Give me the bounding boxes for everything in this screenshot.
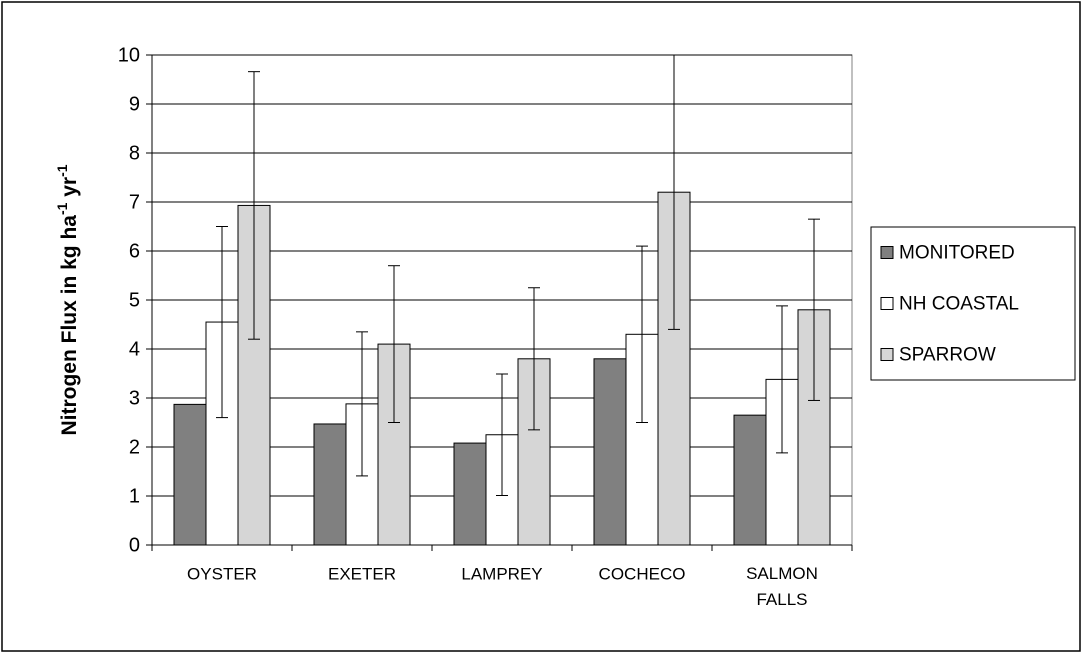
- legend-swatch: [880, 348, 894, 361]
- y-label-part: Nitrogen Flux in kg ha: [58, 215, 81, 436]
- error-bar: [356, 331, 368, 477]
- y-label-sup: -1: [54, 202, 70, 215]
- y-tick-label: 1: [129, 485, 140, 507]
- legend-swatch: [880, 246, 894, 259]
- y-axis-label: Nitrogen Flux in kg ha-1 yr-1: [54, 164, 80, 435]
- legend-label: SPARROW: [899, 345, 996, 366]
- bar: [453, 442, 487, 546]
- legend-label: NH COASTAL: [899, 294, 1019, 315]
- bar: [593, 358, 627, 546]
- y-tick-label: 2: [129, 436, 140, 458]
- x-tick-label: OYSTER: [187, 564, 257, 583]
- error-bar: [528, 287, 540, 431]
- error-bar: [248, 71, 260, 340]
- y-tick-label: 3: [129, 387, 140, 409]
- bar: [173, 403, 207, 546]
- y-tick-label: 7: [129, 191, 140, 213]
- legend-box: [870, 226, 1076, 381]
- x-tick-label: EXETER: [328, 564, 396, 583]
- y-tick-label: 0: [129, 534, 140, 556]
- y-tick-label: 8: [129, 142, 140, 164]
- error-bar: [636, 245, 648, 423]
- y-tick-label: 10: [118, 44, 140, 66]
- y-label-part: yr: [58, 177, 81, 203]
- error-bar: [668, 54, 680, 330]
- y-tick-label: 5: [129, 289, 140, 311]
- error-bar: [496, 373, 508, 497]
- x-tick-label: COCHECO: [599, 564, 686, 583]
- error-bar: [216, 226, 228, 419]
- y-tick-label: 6: [129, 240, 140, 262]
- legend-swatch: [880, 297, 894, 310]
- bar: [733, 414, 767, 546]
- error-bar: [808, 218, 820, 401]
- y-tick-label: 4: [129, 338, 140, 360]
- y-tick-label: 9: [129, 93, 140, 115]
- error-bar: [388, 265, 400, 423]
- legend-label: MONITORED: [899, 243, 1015, 264]
- x-tick-label: LAMPREY: [461, 564, 542, 583]
- x-tick-label: SALMON FALLS: [746, 564, 818, 609]
- y-label-sup: -1: [54, 164, 70, 177]
- bar: [313, 423, 347, 546]
- error-bar: [776, 305, 788, 454]
